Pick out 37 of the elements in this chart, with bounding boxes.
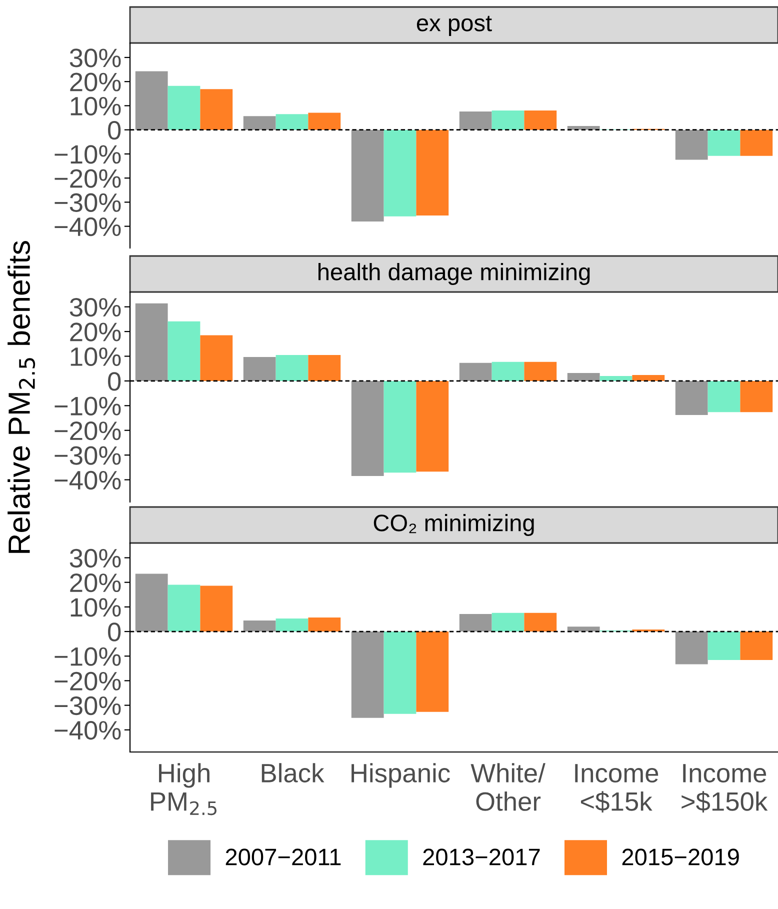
legend-label: 2013−2017 [423,848,540,866]
legend-label: 2007−2011 [226,848,341,866]
y-tick-label: −40% [54,721,121,740]
chart-title: ex post [416,16,492,36]
x-tick-label: Income >$150k [682,764,768,812]
x-tick-label: High PM$_{2.5}$ [151,763,217,816]
y-tick-label: 30% [70,48,121,68]
y-tick-label: −40% [54,217,121,236]
y-tick-label: −10% [54,396,121,416]
y-tick-label: 30% [70,298,121,317]
x-tick-label: White/ Other [470,763,546,811]
y-tick-label: 10% [70,347,121,366]
chart-title: CO₂ minimizing [374,514,534,536]
x-tick-label: Black [262,763,324,782]
chart-title: health damage minimizing [318,262,590,286]
y-tick-label: 0 [108,622,121,642]
y-tick-label: −10% [54,647,121,666]
y-tick-label: −30% [54,696,121,716]
y-tick-label: −20% [54,169,121,188]
y-tick-label: 0 [108,120,121,140]
x-tick-label: Hispanic [352,763,450,788]
x-tick-label: Income <$15k [575,764,658,812]
y-tick-label: 10% [70,96,121,116]
y-tick-label: −30% [54,446,121,465]
y-tick-label: −40% [54,470,121,490]
y-tick-label: −10% [54,145,121,164]
legend-label: 2015−2019 [622,848,739,866]
y-tick-label: 10% [70,598,121,617]
y-tick-label: 0 [108,372,121,391]
y-tick-label: 30% [70,548,121,568]
y-tick-label: 20% [70,72,121,92]
y-tick-label: −20% [54,672,121,691]
y-tick-label: 20% [70,322,121,342]
y-tick-label: −30% [54,193,121,212]
y-tick-label: 20% [70,573,121,592]
y-axis-title: Relative PM$_{2.5}$ benefits [8,241,36,553]
y-tick-label: −20% [54,421,121,440]
